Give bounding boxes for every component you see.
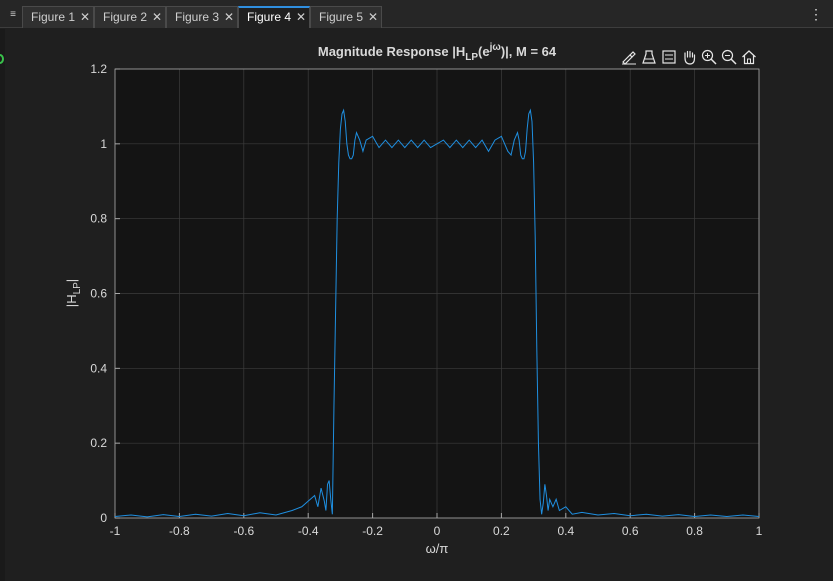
y-axis-label: |HLP| bbox=[64, 279, 83, 307]
status-indicator-icon bbox=[0, 54, 4, 64]
close-icon[interactable]: ✕ bbox=[368, 10, 379, 24]
title-superscript: jω bbox=[489, 42, 502, 53]
x-tick-label: 0.8 bbox=[686, 524, 703, 538]
tab-figure-4[interactable]: Figure 4 ✕ bbox=[238, 6, 310, 28]
x-tick-label: 0.6 bbox=[622, 524, 639, 538]
close-icon[interactable]: ✕ bbox=[80, 10, 91, 24]
tab-figure-3[interactable]: Figure 3 ✕ bbox=[166, 6, 238, 28]
x-tick-label: 1 bbox=[756, 524, 763, 538]
title-part: )|, M = 64 bbox=[501, 44, 557, 59]
close-icon[interactable]: ✕ bbox=[224, 10, 235, 24]
tab-menu-icon[interactable]: ≡ bbox=[10, 9, 16, 20]
tab-label: Figure 3 bbox=[175, 10, 220, 24]
x-tick-label: -0.4 bbox=[298, 524, 319, 538]
close-icon[interactable]: ✕ bbox=[152, 10, 163, 24]
brush-icon[interactable] bbox=[620, 48, 638, 66]
y-tick-label: 0.2 bbox=[90, 436, 107, 450]
x-tick-label: 0.2 bbox=[493, 524, 510, 538]
y-tick-label: 0.6 bbox=[90, 287, 107, 301]
more-options-icon[interactable]: ⋮ bbox=[809, 6, 823, 22]
x-tick-label: -0.2 bbox=[362, 524, 383, 538]
tab-figure-2[interactable]: Figure 2 ✕ bbox=[94, 6, 166, 28]
x-tick-label: 0.4 bbox=[557, 524, 574, 538]
x-tick-label: -0.8 bbox=[169, 524, 190, 538]
ylabel-subscript: LP bbox=[72, 282, 83, 295]
chart-title: Magnitude Response |HLP(ejω)|, M = 64 bbox=[318, 42, 557, 63]
tab-figure-5[interactable]: Figure 5 ✕ bbox=[310, 6, 382, 28]
y-tick-label: 1 bbox=[100, 137, 107, 151]
x-tick-label: 0 bbox=[434, 524, 441, 538]
pan-icon[interactable] bbox=[680, 48, 698, 66]
data-tips-icon[interactable] bbox=[640, 48, 658, 66]
tab-label: Figure 5 bbox=[319, 10, 364, 24]
y-tick-label: 0 bbox=[100, 511, 107, 525]
axes-toolbar bbox=[620, 48, 758, 68]
y-tick-label: 1.2 bbox=[90, 62, 107, 76]
legend-icon[interactable] bbox=[660, 48, 678, 66]
x-tick-label: -0.6 bbox=[233, 524, 254, 538]
magnitude-line bbox=[114, 108, 760, 518]
home-icon[interactable] bbox=[740, 48, 758, 66]
title-part: (e bbox=[478, 44, 490, 59]
x-axis-label: ω/π bbox=[426, 541, 449, 556]
title-subscript: LP bbox=[465, 52, 478, 63]
tab-label: Figure 2 bbox=[103, 10, 148, 24]
x-tick-label: -1 bbox=[110, 524, 121, 538]
y-tick-label: 0.4 bbox=[90, 361, 107, 375]
tab-figure-1[interactable]: Figure 1 ✕ bbox=[22, 6, 94, 28]
tab-label: Figure 4 bbox=[247, 10, 292, 24]
figure-tab-bar: ≡ Figure 1 ✕ Figure 2 ✕ Figure 3 ✕ Figure 4… bbox=[0, 0, 833, 28]
zoom-in-icon[interactable] bbox=[700, 48, 718, 66]
ylabel-part: | bbox=[64, 279, 79, 282]
ticks: -1 -0.8 -0.6 -0.4 -0.2 0 0.2 0.4 0.6 0.8 1 0 0.2 0.4 0… bbox=[90, 62, 762, 538]
tab-label: Figure 1 bbox=[31, 10, 76, 24]
left-panel-edge bbox=[0, 29, 5, 581]
zoom-out-icon[interactable] bbox=[720, 48, 738, 66]
ylabel-part: |H bbox=[64, 294, 79, 307]
y-tick-label: 0.8 bbox=[90, 212, 107, 226]
title-part: Magnitude Response |H bbox=[318, 44, 465, 59]
close-icon[interactable]: ✕ bbox=[296, 10, 307, 24]
